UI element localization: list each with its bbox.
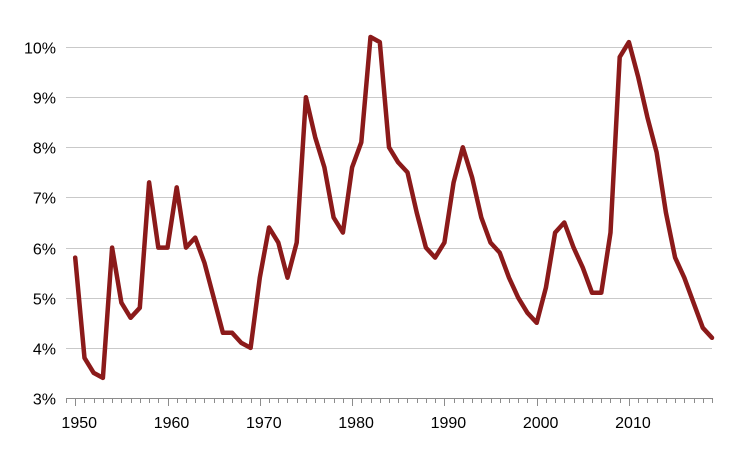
y-tick-labels: 3% 4% 5% 6% 7% 8% 9% 10% [24,41,56,409]
data-point [286,276,290,280]
data-point [387,145,391,149]
y-tick-label: 6% [33,242,56,259]
data-point [701,326,705,330]
y-tick-label: 3% [33,392,56,409]
x-tick-label: 1990 [431,415,467,432]
data-point [424,246,428,250]
data-point [378,40,382,44]
data-point [359,140,363,144]
data-point [636,75,640,79]
data-point [83,356,87,360]
data-point [710,336,714,340]
y-tick-label: 7% [33,191,56,208]
data-point [562,221,566,225]
data-point [553,231,557,235]
data-point [525,311,529,315]
data-point [322,165,326,169]
axes [66,398,713,406]
data-point [230,331,234,335]
data-point [406,170,410,174]
data-point [313,135,317,139]
x-tick-label: 1960 [154,415,190,432]
data-point [147,180,151,184]
gridlines [66,47,712,349]
data-point [572,246,576,250]
data-point [544,286,548,290]
data-point [341,231,345,235]
data-point [618,55,622,59]
data-point [535,321,539,325]
y-tick-label: 8% [33,141,56,158]
x-tick-label: 2010 [615,415,651,432]
data-point [682,276,686,280]
data-point [258,276,262,280]
y-tick-label: 5% [33,292,56,309]
data-point [655,150,659,154]
data-point [249,346,253,350]
data-point [350,165,354,169]
data-point [212,296,216,300]
data-point [110,246,114,250]
data-point [507,276,511,280]
data-point [442,241,446,245]
data-point [609,231,613,235]
series-layer [72,34,715,381]
data-point [590,291,594,295]
data-point [673,256,677,260]
series-line [72,34,715,381]
data-point [138,306,142,310]
data-point [396,160,400,164]
x-tick-labels: 1950 1960 1970 1980 1990 2000 2010 [61,415,650,432]
data-point [92,371,96,375]
y-tick-label: 10% [24,41,56,58]
data-point [101,376,105,380]
x-tick-label: 1980 [338,415,374,432]
data-point [627,40,631,44]
x-tick-label: 1950 [61,415,97,432]
data-point [202,261,206,265]
data-point [239,341,243,345]
data-point [645,115,649,119]
data-point [221,331,225,335]
data-point [304,95,308,99]
data-point [369,35,373,39]
data-point [267,226,271,230]
data-point [452,180,456,184]
data-point [156,246,160,250]
x-tick-label: 1970 [246,415,282,432]
data-point [599,291,603,295]
data-point [415,211,419,215]
data-point [332,216,336,220]
y-tick-label: 4% [33,342,56,359]
data-point [692,301,696,305]
data-point [461,145,465,149]
data-point [193,236,197,240]
data-point [664,211,668,215]
data-point [175,185,179,189]
x-tick-label: 2000 [523,415,559,432]
data-point [516,296,520,300]
data-point [119,301,123,305]
data-point [295,241,299,245]
data-point [276,241,280,245]
data-point [498,251,502,255]
data-point [433,256,437,260]
data-point [581,266,585,270]
data-point [470,175,474,179]
data-point [489,241,493,245]
y-tick-label: 9% [33,91,56,108]
data-point [73,256,77,260]
data-point [184,246,188,250]
data-point [479,216,483,220]
data-point [129,316,133,320]
data-point [166,246,170,250]
